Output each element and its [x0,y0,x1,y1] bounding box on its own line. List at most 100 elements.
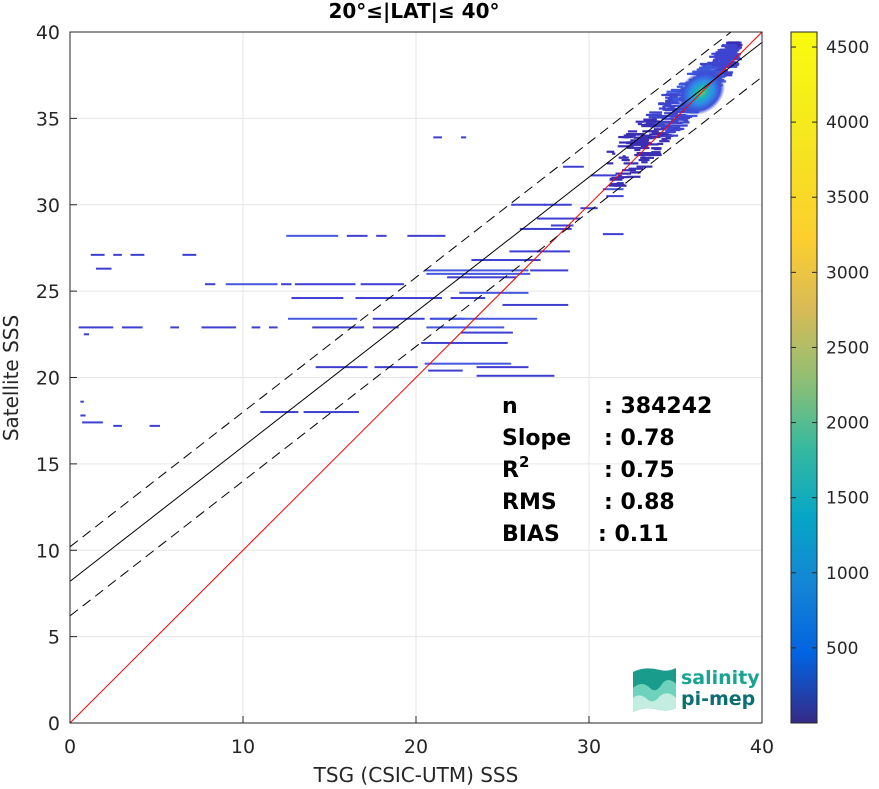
density-bin [718,51,728,54]
density-bin [662,105,666,108]
density-bin [653,128,666,131]
density-bin [260,411,299,414]
density-bin [502,303,569,306]
density-bin [714,68,722,71]
density-bin [669,112,678,115]
density-bin [621,169,636,172]
density-bin [428,369,463,372]
density-bin [651,151,661,154]
density-bin [201,326,237,329]
density-bin [729,51,738,54]
density-bin [645,113,662,117]
density-bin [707,66,719,69]
density-bin [671,120,679,123]
density-bin [618,156,629,159]
density-bin [633,136,639,139]
density-bin [602,188,624,191]
density-bin [471,259,541,262]
density-bin [721,52,735,56]
density-bin [724,46,738,49]
density-bin [709,55,723,58]
density-bin [78,326,114,329]
density-bin [647,124,658,127]
density-bin [671,114,688,117]
stat-value: : 0.11 [598,522,669,547]
x-tick-label: 30 [577,736,601,758]
density-bin [426,326,505,329]
density-bin [251,326,261,329]
colorbar-tick-label: 2500 [826,338,869,358]
line-fit [70,41,762,582]
colorbar-tick-label: 4000 [826,113,869,133]
density-bin [602,233,624,236]
x-tick-label: 20 [404,736,428,758]
density-bin [303,411,359,414]
density-bin [667,130,676,134]
density-bin [611,176,625,180]
density-bin [666,90,682,93]
density-bin [426,272,531,275]
density-bin [639,146,650,150]
density-bin [530,269,569,272]
density-bin [666,129,681,132]
colorbar-tick-label: 2000 [826,414,869,434]
x-axis-label: TSG (CSIC-UTM) SSS [313,763,519,787]
density-bin [634,148,641,152]
density-bin [661,137,666,140]
density-bin [476,374,555,377]
density-bin [626,175,641,178]
density-bin [355,297,442,300]
line-fit-std [70,76,762,617]
density-bin [712,60,719,63]
colorbar-tick-label: 1000 [826,564,869,584]
density-bin [286,234,339,237]
density-bin [624,159,630,162]
x-tick-label: 40 [750,736,774,758]
line-fit-std [70,32,732,548]
density-bin [83,333,90,336]
stat-label: BIAS [502,522,560,547]
density-bin [633,171,638,174]
density-bin [312,326,365,329]
stat-label: RMS [502,490,557,515]
density-bin [291,297,344,300]
density-bin [680,115,693,118]
density-bin [670,88,683,92]
logo-salinity-text: salinity [681,667,760,689]
density-bin [647,153,662,156]
density-bin [674,116,691,120]
density-bin [638,158,650,162]
density-bin [665,137,671,140]
density-bin [121,326,143,329]
density-bin [630,143,646,146]
density-bin [643,118,657,121]
density-bin [537,217,581,220]
density-bin [509,250,570,253]
density-bin [170,326,179,329]
density-bin [450,297,486,300]
density-bin [661,93,678,97]
density-bin [544,203,572,206]
density-bin [665,129,671,132]
density-bin [95,267,112,270]
density-bin [623,134,636,137]
density-bin [80,414,86,417]
density-bin [671,118,688,121]
density-bin [676,85,683,88]
line-1-1 [70,32,762,723]
density-bin [294,283,356,286]
density-bin [268,326,278,329]
density-bin [637,122,643,126]
density-bin [636,152,652,155]
density-bin [615,172,632,175]
density-bin [606,162,614,165]
density-bin [662,134,679,137]
logo-pimep-text: pi-mep [681,688,755,710]
density-bins [78,136,624,427]
density-bin [721,49,736,53]
density-bin [672,99,678,102]
density-bin [622,155,626,158]
density-bin [636,165,653,168]
x-tick-label: 10 [231,736,255,758]
